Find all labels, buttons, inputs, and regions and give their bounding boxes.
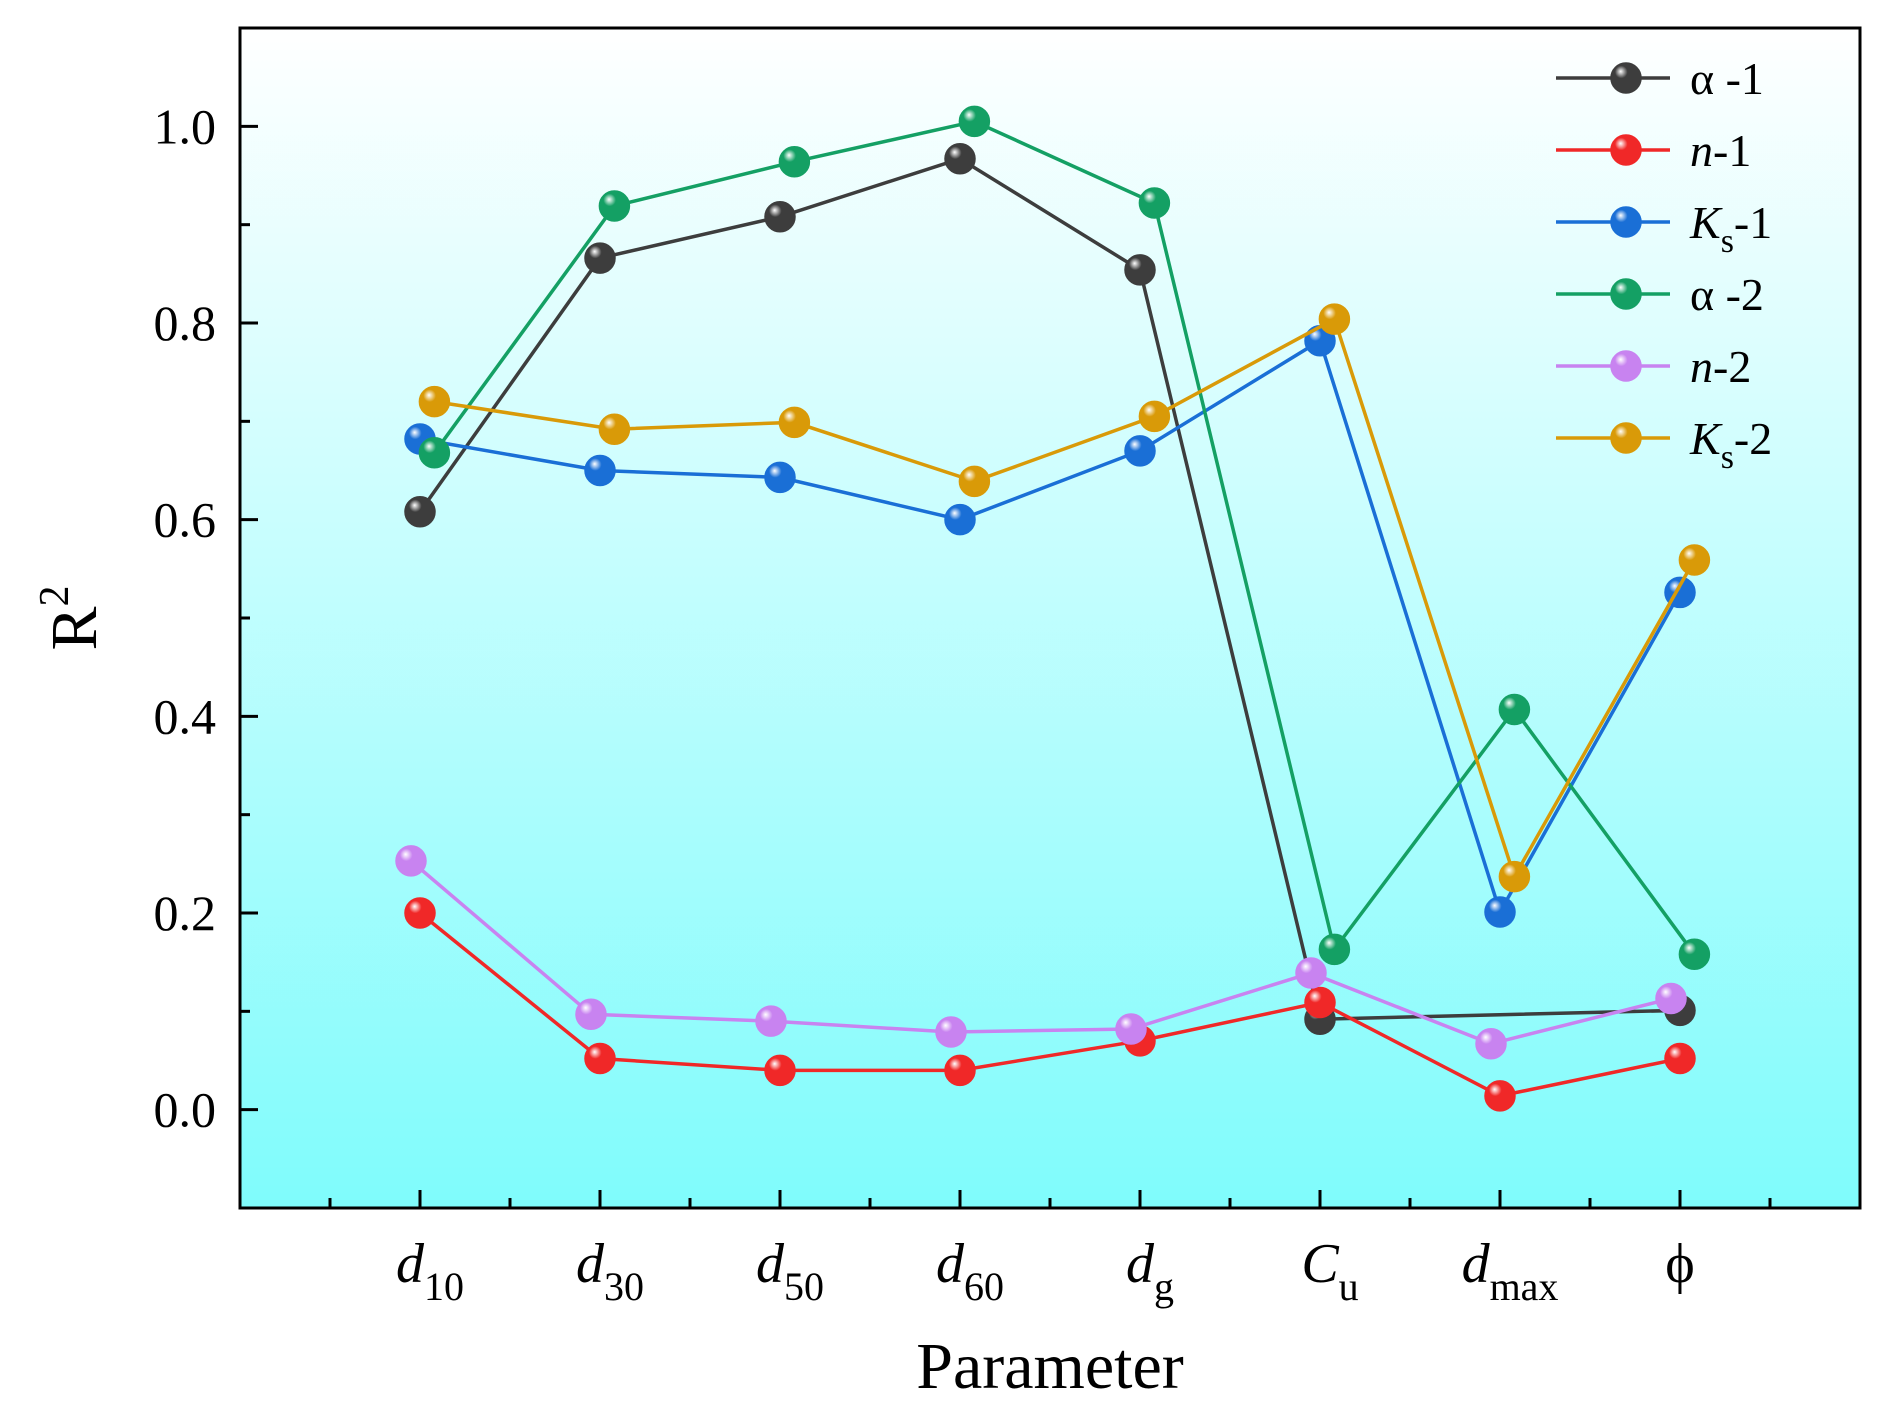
x-tick-label: d50 xyxy=(756,1233,824,1309)
y-tick-label: 0.6 xyxy=(154,492,217,548)
legend-label: n-1 xyxy=(1690,125,1751,176)
x-tick-label: d60 xyxy=(936,1233,1004,1309)
legend-marker xyxy=(1610,422,1642,454)
x-tick-label: ϕ xyxy=(1665,1233,1694,1295)
series-layer xyxy=(395,105,1711,1112)
legend-marker xyxy=(1610,134,1642,166)
data-point xyxy=(1138,400,1171,433)
data-point xyxy=(764,1054,796,1087)
data-point xyxy=(1124,435,1156,467)
data-point xyxy=(395,845,427,877)
data-point xyxy=(755,1005,787,1037)
data-point xyxy=(584,454,616,487)
data-point xyxy=(584,242,616,274)
legend-marker xyxy=(1610,350,1642,382)
data-point xyxy=(598,413,631,445)
data-point xyxy=(575,998,607,1031)
data-point xyxy=(418,437,451,469)
data-point xyxy=(404,897,436,929)
data-point xyxy=(598,190,631,222)
legend-label: Ks-2 xyxy=(1689,413,1772,476)
y-axis-title-base: R xyxy=(38,606,111,650)
data-point xyxy=(1318,933,1351,966)
axis-layer: 0.0 0.2 0.4 0.6 0.8 1.0 d10 d30 d50 d60 dg Cu dmax ϕ xyxy=(154,98,1772,1309)
series-0 xyxy=(404,143,1696,1035)
data-point xyxy=(1678,938,1711,971)
data-point xyxy=(418,385,451,418)
data-point xyxy=(1295,957,1327,989)
series-1 xyxy=(404,897,1696,1112)
data-point xyxy=(764,201,796,233)
legend-item: n-2 xyxy=(1556,341,1751,392)
series-line xyxy=(409,859,1672,1046)
legend-marker xyxy=(1610,62,1642,94)
data-point xyxy=(778,145,811,178)
data-point xyxy=(944,503,976,536)
legend-item: n-1 xyxy=(1556,125,1751,176)
series-line xyxy=(432,119,1696,956)
data-point xyxy=(1484,896,1516,928)
series-2 xyxy=(404,324,1696,928)
x-tick-label: dg xyxy=(1126,1233,1174,1309)
series-line xyxy=(419,338,1682,917)
series-4 xyxy=(395,845,1687,1060)
legend-item: α -1 xyxy=(1556,53,1764,104)
y-tick-label: 0.8 xyxy=(154,295,217,351)
x-tick-label: dmax xyxy=(1462,1233,1559,1309)
series-3 xyxy=(418,105,1711,971)
series-5 xyxy=(418,303,1711,893)
x-tick-label: Cu xyxy=(1301,1233,1358,1309)
y-tick-label: 0.2 xyxy=(154,885,217,941)
data-point xyxy=(1498,693,1531,726)
x-tick-label: d30 xyxy=(576,1233,644,1309)
data-point xyxy=(1138,187,1171,219)
legend-item: Ks-2 xyxy=(1556,413,1772,476)
legend-marker xyxy=(1610,206,1642,238)
x-tick-label: d10 xyxy=(396,1233,464,1309)
legend-label: n-2 xyxy=(1690,341,1751,392)
data-point xyxy=(944,143,976,175)
legend-marker xyxy=(1610,278,1642,310)
legend-label: α -1 xyxy=(1690,53,1764,104)
legend-item: α -2 xyxy=(1556,269,1764,320)
series-line xyxy=(434,316,1696,881)
data-point xyxy=(1655,982,1687,1015)
legend: α -1 n-1 Ks-1 α -2 n-2 Ks-2 xyxy=(1556,53,1772,476)
x-axis-title: Parameter xyxy=(916,1330,1184,1403)
y-tick-label: 1.0 xyxy=(154,98,217,154)
legend-label: Ks-1 xyxy=(1689,197,1772,260)
data-point xyxy=(1475,1028,1507,1060)
data-point xyxy=(764,461,796,494)
legend-item: Ks-1 xyxy=(1556,197,1772,260)
data-point xyxy=(584,1042,616,1075)
data-point xyxy=(1498,860,1531,893)
data-point xyxy=(1484,1080,1516,1112)
data-point xyxy=(1664,1042,1696,1075)
y-axis-title: R2 xyxy=(32,585,111,650)
y-tick-label: 0.0 xyxy=(154,1082,217,1138)
series-line xyxy=(418,911,1681,1098)
data-point xyxy=(404,496,436,528)
data-point xyxy=(778,406,811,439)
y-tick-label: 0.4 xyxy=(154,688,217,744)
data-point xyxy=(1318,303,1351,335)
data-point xyxy=(958,465,991,498)
data-point xyxy=(1115,1013,1147,1045)
data-point xyxy=(1678,544,1711,576)
legend-label: α -2 xyxy=(1690,269,1764,320)
data-point xyxy=(935,1016,967,1048)
y-axis-title-sup: 2 xyxy=(32,585,78,606)
data-point xyxy=(1304,986,1336,1019)
data-point xyxy=(1124,254,1156,286)
data-point xyxy=(958,105,991,138)
data-point xyxy=(944,1054,976,1087)
